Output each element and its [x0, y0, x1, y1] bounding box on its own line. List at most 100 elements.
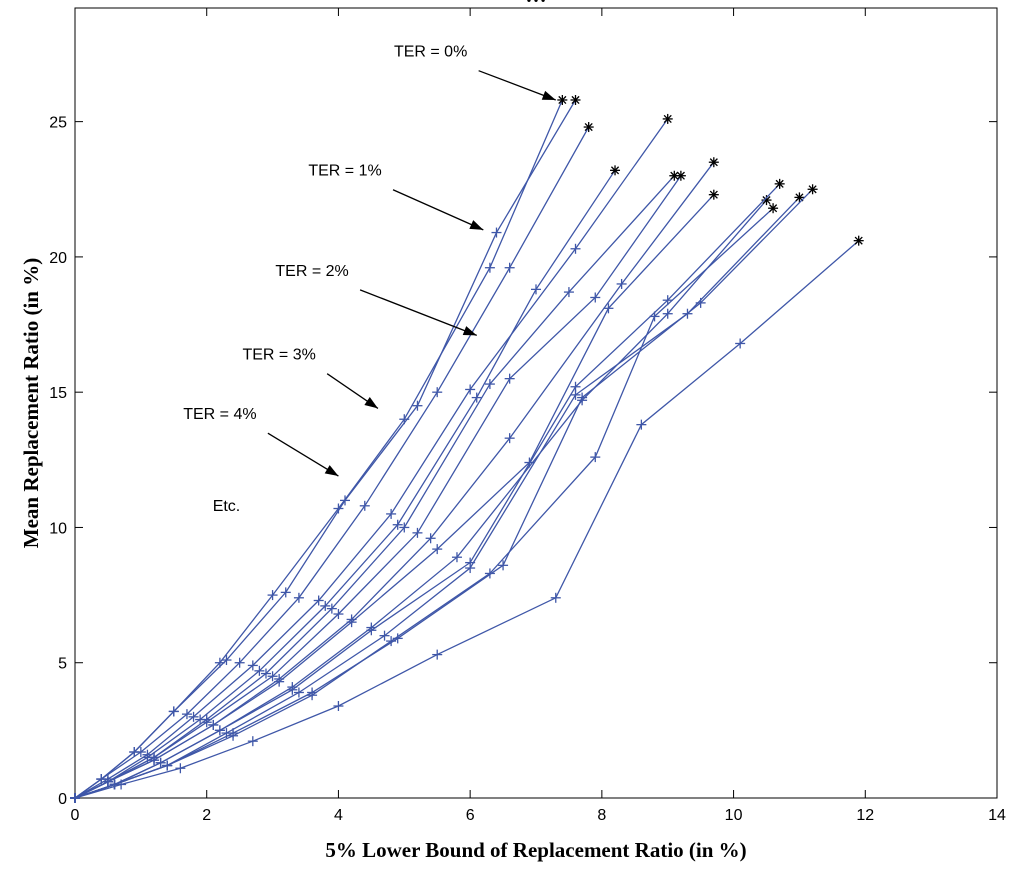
endpoint-marker — [807, 184, 818, 195]
data-point — [425, 533, 436, 544]
data-point — [208, 719, 219, 730]
data-point — [333, 503, 344, 514]
data-point — [616, 278, 627, 289]
data-point — [504, 262, 515, 273]
data-point — [181, 709, 192, 720]
y-tick-label: 25 — [49, 115, 67, 132]
data-point — [577, 392, 588, 403]
data-point — [188, 711, 199, 722]
x-tick-label: 0 — [71, 807, 80, 824]
data-point — [287, 684, 298, 695]
endpoint-marker — [570, 94, 581, 105]
endpoint-marker — [583, 122, 594, 133]
chart-title: … — [526, 0, 547, 7]
data-point — [201, 717, 212, 728]
data-point — [280, 587, 291, 598]
annotation-label: TER = 4% — [183, 406, 256, 423]
endpoint-marker — [708, 189, 719, 200]
data-point — [214, 725, 225, 736]
data-point — [116, 779, 127, 790]
series-group — [70, 94, 864, 803]
data-point — [471, 392, 482, 403]
data-point — [333, 701, 344, 712]
annotation-arrow — [326, 373, 379, 409]
data-point — [484, 379, 495, 390]
annotation-arrow — [267, 432, 339, 477]
annotation-label: TER = 1% — [308, 163, 381, 180]
y-tick-label: 20 — [49, 250, 67, 267]
data-point — [491, 227, 502, 238]
x-axis-label: 5% Lower Bound of Replacement Ratio (in … — [325, 838, 746, 862]
data-point — [465, 384, 476, 395]
y-ticks: 0 5 10 15 20 25 — [49, 115, 997, 808]
data-point — [649, 311, 660, 322]
annotation-arrow — [359, 289, 477, 336]
x-tick-label: 6 — [466, 807, 475, 824]
x-tick-label: 4 — [334, 807, 343, 824]
data-point — [221, 655, 232, 666]
data-point — [379, 630, 390, 641]
data-point — [175, 763, 186, 774]
data-point — [392, 519, 403, 530]
x-tick-label: 8 — [597, 807, 606, 824]
data-point — [247, 660, 258, 671]
series-line — [74, 207, 774, 799]
data-point — [274, 676, 285, 687]
data-point — [498, 560, 509, 571]
data-point — [504, 373, 515, 384]
annotation-label: Etc. — [213, 498, 241, 515]
data-point — [386, 636, 397, 647]
data-point — [366, 625, 377, 636]
data-point — [320, 600, 331, 611]
data-point — [550, 592, 561, 603]
data-point — [484, 262, 495, 273]
y-tick-label: 0 — [58, 791, 67, 808]
data-point — [451, 552, 462, 563]
data-point — [432, 544, 443, 555]
data-point — [735, 338, 746, 349]
x-tick-label: 12 — [856, 807, 874, 824]
data-point — [168, 706, 179, 717]
series-line — [74, 126, 590, 799]
y-tick-label: 15 — [49, 385, 67, 402]
endpoint-marker — [761, 195, 772, 206]
data-point — [260, 668, 271, 679]
endpoint-marker — [853, 235, 864, 246]
endpoint-marker — [768, 203, 779, 214]
data-point — [636, 419, 647, 430]
data-point — [590, 292, 601, 303]
data-point — [149, 755, 160, 766]
endpoint-marker — [774, 178, 785, 189]
data-point — [267, 590, 278, 601]
endpoint-marker — [610, 165, 621, 176]
data-point — [662, 308, 673, 319]
endpoint-marker — [708, 157, 719, 168]
data-point — [399, 522, 410, 533]
series-line — [74, 240, 860, 799]
data-point — [412, 400, 423, 411]
data-point — [293, 687, 304, 698]
data-point — [570, 389, 581, 400]
data-point — [563, 287, 574, 298]
data-point — [247, 736, 258, 747]
series-line — [74, 183, 781, 799]
data-point — [228, 730, 239, 741]
annotation-label: TER = 2% — [275, 263, 348, 280]
data-point — [70, 793, 80, 803]
endpoint-marker — [675, 170, 686, 181]
data-point — [102, 776, 113, 787]
data-point — [293, 592, 304, 603]
annotation-group: TER = 0% TER = 1% TER = 2% TER = 3% TER = 4%… — [183, 44, 556, 515]
annotation-arrow — [478, 70, 556, 101]
data-point — [386, 508, 397, 519]
data-point — [412, 527, 423, 538]
series-line — [74, 118, 669, 799]
x-tick-label: 10 — [725, 807, 743, 824]
data-point — [340, 495, 351, 506]
annotation-label: TER = 0% — [394, 44, 467, 61]
x-ticks: 0 2 4 6 8 10 12 14 — [71, 8, 1006, 824]
endpoint-marker — [669, 170, 680, 181]
series-line — [74, 99, 577, 799]
